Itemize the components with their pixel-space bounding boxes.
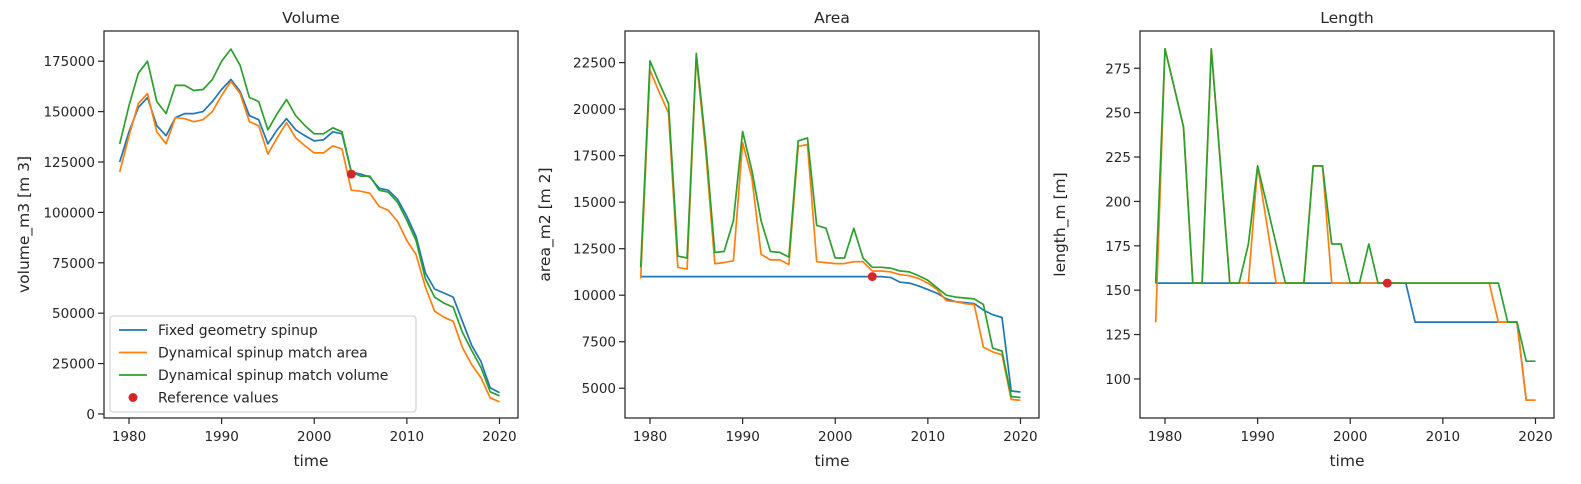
y-tick-label: 175000 — [43, 54, 95, 70]
panel-volume: Volume 1980 1990 2000 2010 2020 0 25000 50000 750… — [15, 9, 519, 470]
panel-area: Area 1980 1990 2000 2010 2020 5000 7500 10000 125… — [536, 9, 1040, 470]
y-axis-label: area_m2 [m 2] — [536, 167, 555, 281]
series-line-volume — [639, 52, 1021, 399]
y-tick-label: 75000 — [52, 256, 95, 272]
x-tick-label: 2010 — [390, 429, 424, 445]
y-tick-label: 225 — [1105, 150, 1131, 166]
legend: Fixed geometry spinup Dynamical spinup ma… — [109, 315, 417, 413]
x-tick-label: 1980 — [633, 429, 667, 445]
series-line-volume — [118, 48, 500, 397]
y-tick-label: 50000 — [52, 306, 95, 322]
y-tick-label: 15000 — [573, 195, 616, 211]
y-tick-label: 0 — [86, 407, 95, 423]
x-tick-label: 2020 — [1518, 429, 1552, 445]
series-line-fixed — [1155, 282, 1536, 402]
y-tick-label: 7500 — [582, 335, 616, 351]
y-axis-label: volume_m3 [m 3] — [15, 156, 34, 293]
legend-label-reference: Reference values — [158, 391, 278, 407]
y-tick-label: 200 — [1105, 194, 1131, 210]
reference-point — [867, 272, 877, 282]
reference-point — [346, 169, 356, 179]
series-line-volume — [1154, 47, 1536, 363]
y-tick-label: 275 — [1105, 61, 1131, 77]
axes-frame — [624, 30, 1040, 419]
chart-title: Area — [814, 9, 850, 27]
series-line-fixed — [118, 78, 500, 394]
y-tick-label: 175 — [1105, 239, 1131, 255]
x-axis-label: time — [1329, 452, 1364, 470]
y-tick-label: 12500 — [573, 242, 616, 258]
panel-length: Length 1980 1990 2000 2010 2020 100 125 150 175 20… — [1051, 9, 1555, 470]
legend-label-volume: Dynamical spinup match volume — [158, 368, 388, 384]
x-tick-label: 2020 — [1003, 429, 1037, 445]
y-tick-label: 100 — [1105, 372, 1131, 388]
x-tick-label: 1980 — [112, 429, 146, 445]
series-line-area — [1154, 47, 1536, 402]
y-tick-label: 250 — [1105, 106, 1131, 122]
x-tick-label: 1990 — [1240, 429, 1274, 445]
x-tick-label: 1980 — [1148, 429, 1182, 445]
y-axis-label: length_m [m] — [1051, 172, 1070, 276]
y-tick-label: 150000 — [43, 105, 95, 121]
y-tick-label: 25000 — [52, 357, 95, 373]
y-tick-label: 22500 — [573, 56, 616, 72]
x-tick-label: 2020 — [482, 429, 516, 445]
y-tick-label: 125 — [1105, 328, 1131, 344]
y-tick-label: 10000 — [573, 288, 616, 304]
chart-title: Length — [1320, 9, 1373, 27]
axes-frame — [103, 30, 519, 419]
series-line-area — [118, 80, 500, 403]
y-tick-label: 150 — [1105, 283, 1131, 299]
x-axis-label: time — [814, 452, 849, 470]
x-tick-label: 2000 — [1333, 429, 1367, 445]
legend-label-fixed: Fixed geometry spinup — [158, 323, 318, 339]
reference-point — [1382, 278, 1392, 288]
x-axis-label: time — [293, 452, 328, 470]
legend-box — [109, 315, 417, 413]
x-tick-label: 2010 — [911, 429, 945, 445]
x-tick-label: 1990 — [204, 429, 238, 445]
y-tick-label: 20000 — [573, 102, 616, 118]
y-tick-label: 17500 — [573, 149, 616, 165]
x-tick-label: 1990 — [725, 429, 759, 445]
series-line-fixed — [640, 275, 1021, 393]
axes-frame — [1139, 30, 1555, 419]
x-tick-label: 2010 — [1426, 429, 1460, 445]
legend-label-area: Dynamical spinup match area — [158, 346, 368, 362]
chart-title: Volume — [282, 9, 340, 27]
y-tick-label: 125000 — [43, 155, 95, 171]
x-tick-label: 2000 — [818, 429, 852, 445]
x-tick-label: 2000 — [297, 429, 331, 445]
legend-swatch-reference — [128, 393, 138, 402]
y-tick-label: 5000 — [582, 381, 616, 397]
y-tick-label: 100000 — [43, 205, 95, 221]
series-line-area — [639, 56, 1021, 402]
